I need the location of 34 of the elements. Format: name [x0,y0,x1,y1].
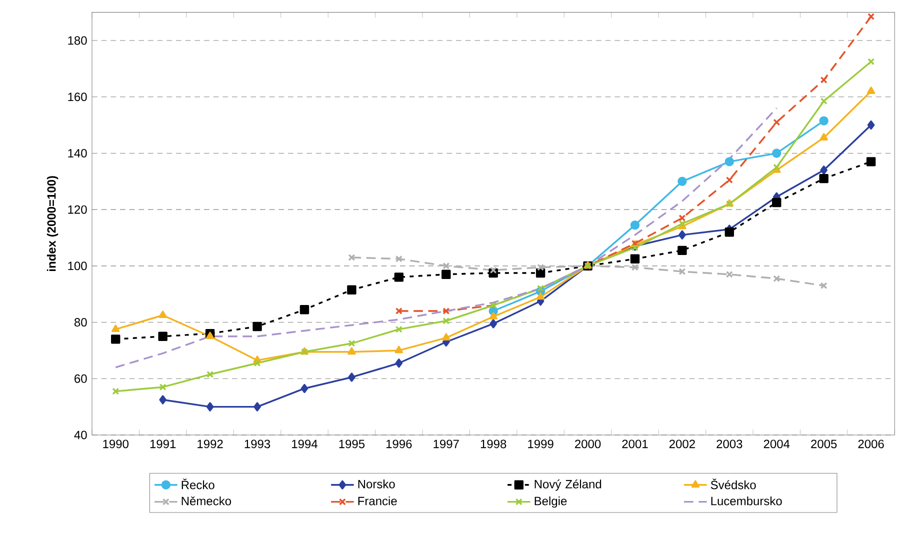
x-tick-label: 1991 [150,440,176,448]
legend-label: Švédsko [710,478,756,490]
x-tick-label: 1997 [434,440,459,448]
x-tick-label: 1990 [103,440,128,448]
x-tick-label: 1994 [292,440,318,448]
x-tick-label: 2001 [622,440,648,448]
x-tick-label: 1996 [386,440,412,448]
y-tick-label: 40 [74,430,87,440]
legend-label: Nový Zéland [534,479,602,491]
legend-label: Lucembursko [711,496,782,506]
legend-label: Francie [358,496,397,506]
legend-label: Řecko [182,478,214,490]
x-tick-label: 2002 [669,440,695,448]
x-tick-label: 1995 [339,440,365,448]
legend-label: Norsko [358,480,395,488]
x-tick-label: 1999 [528,440,554,448]
x-tick-label: 1992 [198,440,223,448]
x-tick-label: 1993 [244,440,270,448]
y-tick-label: 120 [68,205,87,214]
y-tick-label: 100 [68,262,87,270]
y-tick-label: 140 [68,148,87,158]
y-axis-title: index (2000=100) [46,176,58,272]
x-tick-label: 2005 [811,440,837,448]
x-tick-label: 1998 [480,440,506,448]
legend-label: Německo [182,496,232,506]
x-tick-label: 2003 [716,440,742,448]
y-tick-label: 80 [74,318,87,327]
x-tick-label: 2004 [764,440,790,448]
x-tick-label: 2006 [858,440,884,448]
x-tick-label: 2000 [575,440,601,448]
y-tick-label: 160 [68,92,87,102]
legend-label: Belgie [534,496,567,508]
y-tick-label: 180 [68,36,87,45]
y-tick-label: 60 [74,374,87,383]
